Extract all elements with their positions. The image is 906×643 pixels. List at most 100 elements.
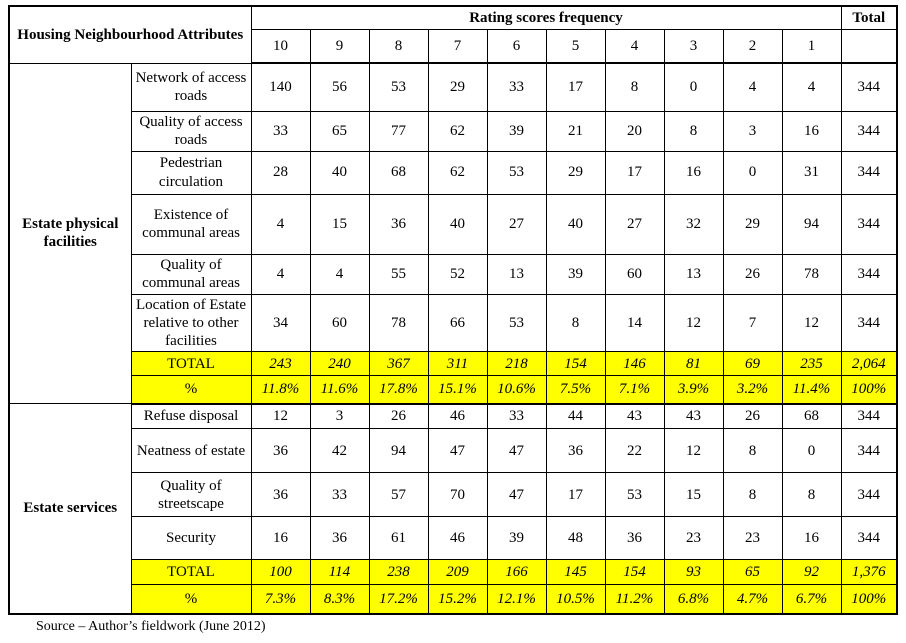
value-cell: 0	[663, 62, 724, 112]
value-cell: 20	[604, 110, 665, 152]
value-cell: 47	[427, 428, 488, 474]
attribute-label-cell: Quality of access roads	[130, 110, 252, 152]
value-cell: 114	[309, 559, 370, 586]
value-cell: 62	[427, 110, 488, 152]
value-cell: 44	[545, 403, 606, 430]
value-cell: 27	[604, 193, 665, 255]
row-total-cell: 344	[840, 110, 898, 152]
table-row: Quality of streetscape 36 33 57 70 47 17 53 15 8 8…	[9, 472, 898, 518]
row-total-cell: 344	[840, 150, 898, 195]
value-cell: 235	[781, 351, 842, 377]
value-cell: 7.1%	[604, 375, 665, 405]
section-percent-row: % 7.3% 8.3% 17.2% 15.2% 12.1% 10.5% 11.2% 6.8% 4.…	[9, 584, 898, 615]
section-total-row: TOTAL 100 114 238 209 166 145 154 93 65 92 1,376	[9, 559, 898, 586]
rating-scale-row: 10 9 8 7 6 5 4 3 2 1	[9, 28, 898, 64]
rating-frequency-header-cell: Rating scores frequency	[250, 5, 842, 30]
value-cell: 23	[663, 516, 724, 561]
value-cell: 52	[427, 253, 488, 295]
value-cell: 57	[368, 472, 429, 518]
rating-scale-cell: 9	[309, 28, 370, 64]
value-cell: 8	[722, 428, 783, 474]
value-cell: 15	[309, 193, 370, 255]
percent-label-cell: %	[130, 584, 252, 615]
table-header: Housing Neighbourhood Attributes Rating …	[8, 5, 898, 64]
value-cell: 4	[309, 253, 370, 295]
value-cell: 8.3%	[309, 584, 370, 615]
table-row: Neatness of estate 36 42 94 47 47 36 22 12 8 0 344	[9, 428, 898, 474]
table-row: Security 16 36 61 46 39 48 36 23 23 16 344	[9, 516, 898, 561]
value-cell: 55	[368, 253, 429, 295]
table-row: Location of Estate relative to other fac…	[9, 293, 898, 353]
value-cell: 26	[722, 253, 783, 295]
value-cell: 16	[663, 150, 724, 195]
value-cell: 93	[663, 559, 724, 586]
value-cell: 94	[781, 193, 842, 255]
section-total-row: TOTAL 243 240 367 311 218 154 146 81 69 235 2,064	[9, 351, 898, 377]
rating-scale-cell: 1	[781, 28, 842, 64]
value-cell: 15.1%	[427, 375, 488, 405]
value-cell: 42	[309, 428, 370, 474]
value-cell: 3	[309, 403, 370, 430]
value-cell: 10.5%	[545, 584, 606, 615]
attribute-label-cell: Refuse disposal	[130, 403, 252, 430]
value-cell: 94	[368, 428, 429, 474]
value-cell: 6.8%	[663, 584, 724, 615]
value-cell: 16	[250, 516, 311, 561]
rating-scale-cell: 4	[604, 28, 665, 64]
value-cell: 61	[368, 516, 429, 561]
row-total-cell: 344	[840, 62, 898, 112]
value-cell: 17.2%	[368, 584, 429, 615]
value-cell: 14	[604, 293, 665, 353]
value-cell: 47	[486, 472, 547, 518]
table-row: Pedestrian circulation 28 40 68 62 53 29 17 16 0 3…	[9, 150, 898, 195]
value-cell: 243	[250, 351, 311, 377]
value-cell: 46	[427, 403, 488, 430]
value-cell: 154	[604, 559, 665, 586]
value-cell: 4	[781, 62, 842, 112]
value-cell: 65	[309, 110, 370, 152]
table-row: Quality of communal areas 4 4 55 52 13 39 60 13 2…	[9, 253, 898, 295]
value-cell: 36	[604, 516, 665, 561]
value-cell: 8	[604, 62, 665, 112]
rating-scale-cell: 5	[545, 28, 606, 64]
value-cell: 3.2%	[722, 375, 783, 405]
value-cell: 11.6%	[309, 375, 370, 405]
value-cell: 40	[427, 193, 488, 255]
value-cell: 16	[781, 110, 842, 152]
value-cell: 48	[545, 516, 606, 561]
value-cell: 8	[663, 110, 724, 152]
value-cell: 12	[781, 293, 842, 353]
row-total-cell: 1,376	[840, 559, 898, 586]
total-header-cell: Total	[840, 5, 898, 30]
value-cell: 33	[250, 110, 311, 152]
value-cell: 140	[250, 62, 311, 112]
value-cell: 0	[722, 150, 783, 195]
value-cell: 3.9%	[663, 375, 724, 405]
value-cell: 22	[604, 428, 665, 474]
value-cell: 12	[663, 428, 724, 474]
value-cell: 10.6%	[486, 375, 547, 405]
row-total-cell: 2,064	[840, 351, 898, 377]
value-cell: 4	[722, 62, 783, 112]
value-cell: 36	[250, 428, 311, 474]
value-cell: 11.4%	[781, 375, 842, 405]
value-cell: 92	[781, 559, 842, 586]
value-cell: 40	[545, 193, 606, 255]
attribute-label-cell: Quality of communal areas	[130, 253, 252, 295]
value-cell: 0	[781, 428, 842, 474]
value-cell: 53	[486, 150, 547, 195]
table-row: Estate services Refuse disposal 12 3 26 46 33 4…	[8, 403, 898, 615]
row-total-cell: 344	[840, 428, 898, 474]
attribute-label-cell: Existence of communal areas	[130, 193, 252, 255]
value-cell: 100	[250, 559, 311, 586]
value-cell: 12.1%	[486, 584, 547, 615]
value-cell: 36	[309, 516, 370, 561]
value-cell: 238	[368, 559, 429, 586]
rating-scale-cell: 2	[722, 28, 783, 64]
value-cell: 56	[309, 62, 370, 112]
value-cell: 13	[486, 253, 547, 295]
value-cell: 33	[486, 62, 547, 112]
value-cell: 39	[486, 110, 547, 152]
value-cell: 39	[545, 253, 606, 295]
ratings-table: Housing Neighbourhood Attributes Rating …	[8, 5, 898, 615]
